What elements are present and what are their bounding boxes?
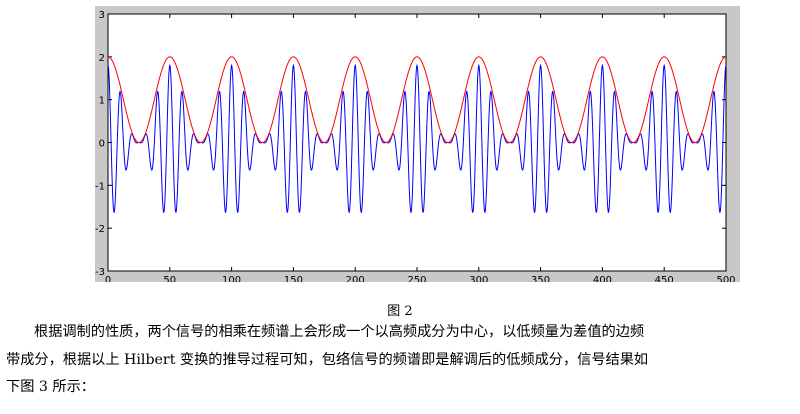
figure-caption: 图 2: [387, 304, 413, 319]
y-tick-label: 1: [99, 96, 105, 107]
y-tick-label: -2: [95, 224, 105, 235]
x-tick-label: 350: [531, 275, 550, 282]
x-tick-label: 50: [163, 275, 176, 282]
figure-panel: 3 2 1 0 -1 -2 -3 0 50 100 150 200 250 300 350 400 450 500: [95, 6, 740, 282]
x-tick-label: 500: [716, 275, 735, 282]
y-tick-label: 2: [99, 53, 105, 64]
y-tick-label: 3: [99, 10, 105, 21]
y-tick-label: -3: [95, 267, 105, 278]
y-tick-label: -1: [95, 181, 105, 192]
x-tick-label: 100: [222, 275, 241, 282]
body-paragraph: 根据调制的性质，两个信号的相乘在频谱上会形成一个以高频成分为中心，以低频量为差值…: [6, 319, 796, 402]
paragraph-line: 下图 3 所示：: [6, 379, 95, 395]
x-tick-label: 250: [407, 275, 426, 282]
paragraph-line: 根据调制的性质，两个信号的相乘在频谱上会形成一个以高频成分为中心，以低频量为差值…: [34, 324, 645, 340]
x-tick-label: 450: [655, 275, 674, 282]
series-line-modulated: [107, 63, 727, 214]
x-tick-label: 400: [593, 275, 612, 282]
y-tick-label: 0: [99, 139, 105, 150]
x-tick-label: 200: [346, 275, 365, 282]
series-line-envelope: [107, 56, 727, 144]
paragraph-line: 带成分，根据以上 Hilbert 变换的推导过程可知，包络信号的频谱即是解调后的…: [6, 351, 649, 368]
x-tick-label: 150: [284, 275, 303, 282]
x-tick-label: 0: [105, 275, 111, 282]
x-tick-label: 300: [469, 275, 488, 282]
